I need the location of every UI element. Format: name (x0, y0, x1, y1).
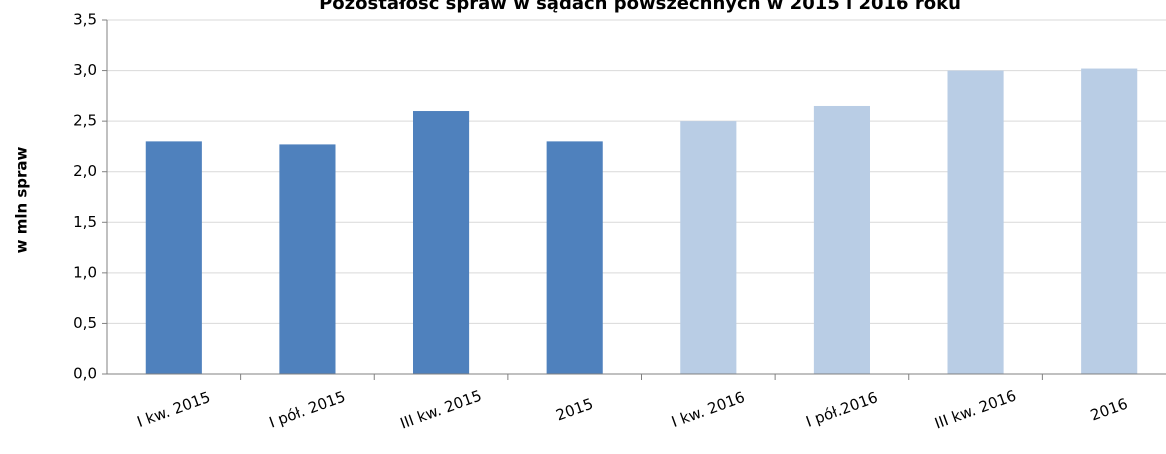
bar (680, 121, 737, 375)
y-tick-label: 1,0 (73, 263, 97, 281)
x-tick-label: 2016 (1088, 395, 1130, 425)
x-tick-label: 2015 (553, 395, 595, 425)
x-tick-label: I pół. 2015 (267, 387, 348, 431)
y-tick-label: 3,0 (73, 61, 97, 79)
y-tick-label: 0,0 (73, 365, 97, 383)
bar (413, 111, 470, 375)
y-tick-label: 2,0 (73, 162, 97, 180)
chart-title: Pozostałość spraw w sądach powszechnych … (319, 0, 961, 14)
x-tick-label: III kw. 2015 (398, 386, 484, 432)
y-tick-label: 1,5 (73, 213, 97, 231)
bar (546, 141, 603, 374)
bar (279, 144, 336, 374)
y-tick-label: 3,5 (73, 11, 97, 29)
bar (947, 70, 1004, 375)
y-tick-label: 2,5 (73, 112, 97, 130)
y-axis-label: w mln spraw (13, 146, 31, 253)
y-tick-label: 0,5 (73, 314, 97, 332)
bar (813, 105, 870, 374)
bar (145, 141, 202, 374)
x-tick-label: I kw. 2016 (669, 388, 747, 431)
x-tick-label: I pół.2016 (803, 388, 880, 431)
x-tick-label: III kw. 2016 (932, 386, 1018, 432)
bar (1081, 68, 1138, 374)
x-tick-label: I kw. 2015 (135, 388, 213, 431)
